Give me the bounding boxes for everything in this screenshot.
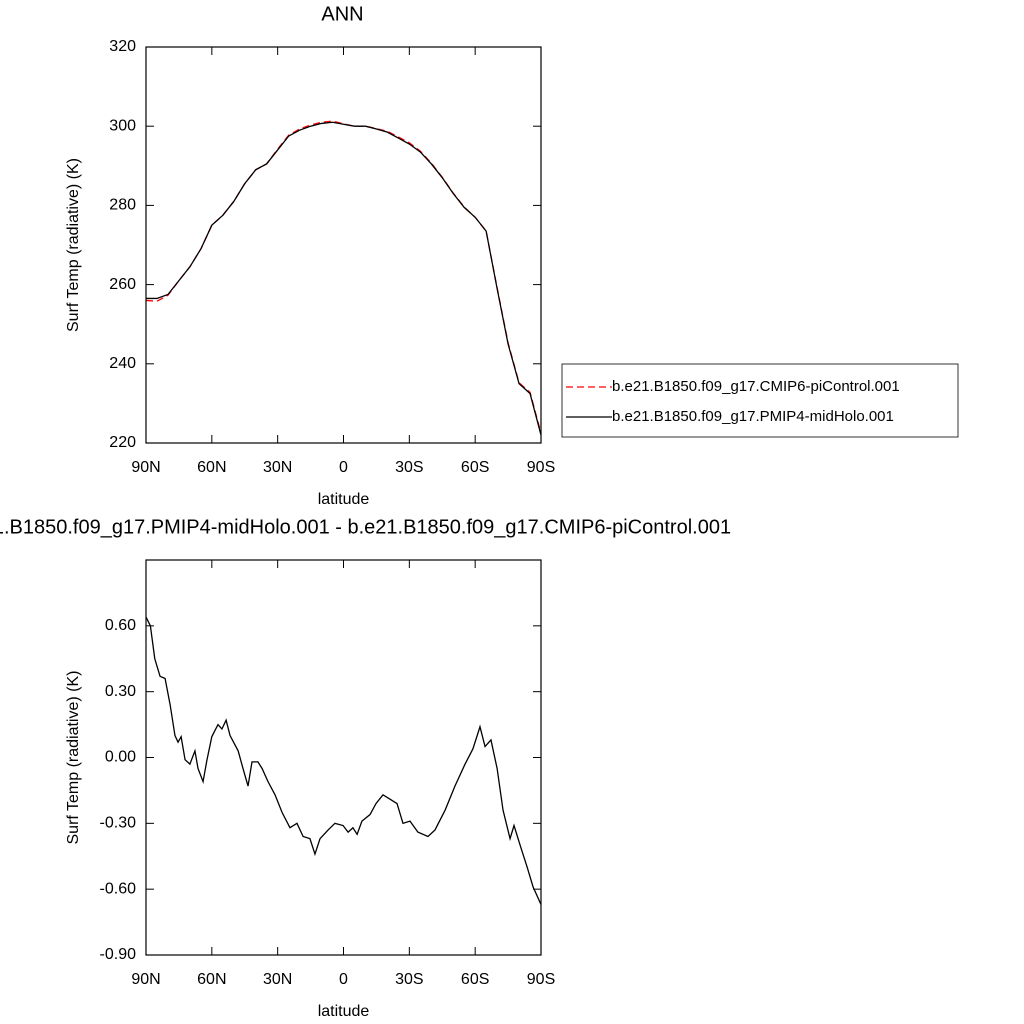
data-line (145, 120, 542, 434)
x-tick-label: 30N (263, 971, 292, 988)
chart-title: ANN (321, 3, 363, 25)
x-tick-label: 60N (197, 459, 226, 476)
data-line (146, 121, 542, 436)
y-tick-label: 0.60 (105, 617, 136, 634)
plot-frame (145, 46, 542, 444)
legend-text: b.e21.B1850.f09_g17.PMIP4-midHolo.001 (612, 408, 894, 425)
chart-title: b.e21.B1850.f09_g17.PMIP4-midHolo.001 - … (0, 516, 731, 538)
y-axis-label: Surf Temp (radiative) (K) (65, 158, 82, 332)
y-tick-label: 0.30 (105, 683, 136, 700)
x-tick-label: 60S (461, 459, 489, 476)
y-tick-label: -0.90 (100, 946, 137, 963)
plot-frame (145, 559, 542, 956)
x-tick-label: 90S (527, 971, 555, 988)
x-tick-label: 0 (339, 971, 348, 988)
y-tick-label: 260 (109, 276, 136, 293)
x-tick-label: 90N (131, 971, 160, 988)
x-tick-label: 30N (263, 459, 292, 476)
x-tick-label: 60N (197, 971, 226, 988)
x-tick-label: 0 (339, 459, 348, 476)
x-tick-label: 90S (527, 459, 555, 476)
y-tick-label: 280 (109, 197, 136, 214)
data-line (145, 616, 542, 905)
y-tick-label: 240 (109, 355, 136, 372)
x-tick-label: 90N (131, 459, 160, 476)
y-tick-label: 220 (109, 434, 136, 451)
y-tick-label: -0.30 (100, 815, 137, 832)
legend-text: b.e21.B1850.f09_g17.CMIP6-piControl.001 (612, 378, 900, 395)
x-tick-label: 30S (395, 459, 423, 476)
y-tick-label: 320 (109, 38, 136, 55)
legend-box (561, 363, 959, 438)
x-axis-label: latitude (318, 491, 370, 508)
x-axis-label: latitude (318, 1003, 370, 1020)
x-tick-label: 60S (461, 971, 489, 988)
y-tick-label: -0.60 (100, 880, 137, 897)
y-tick-label: 300 (109, 117, 136, 134)
y-axis-label: Surf Temp (radiative) (K) (65, 671, 82, 845)
x-tick-label: 30S (395, 971, 423, 988)
y-tick-label: 0.00 (105, 749, 136, 766)
